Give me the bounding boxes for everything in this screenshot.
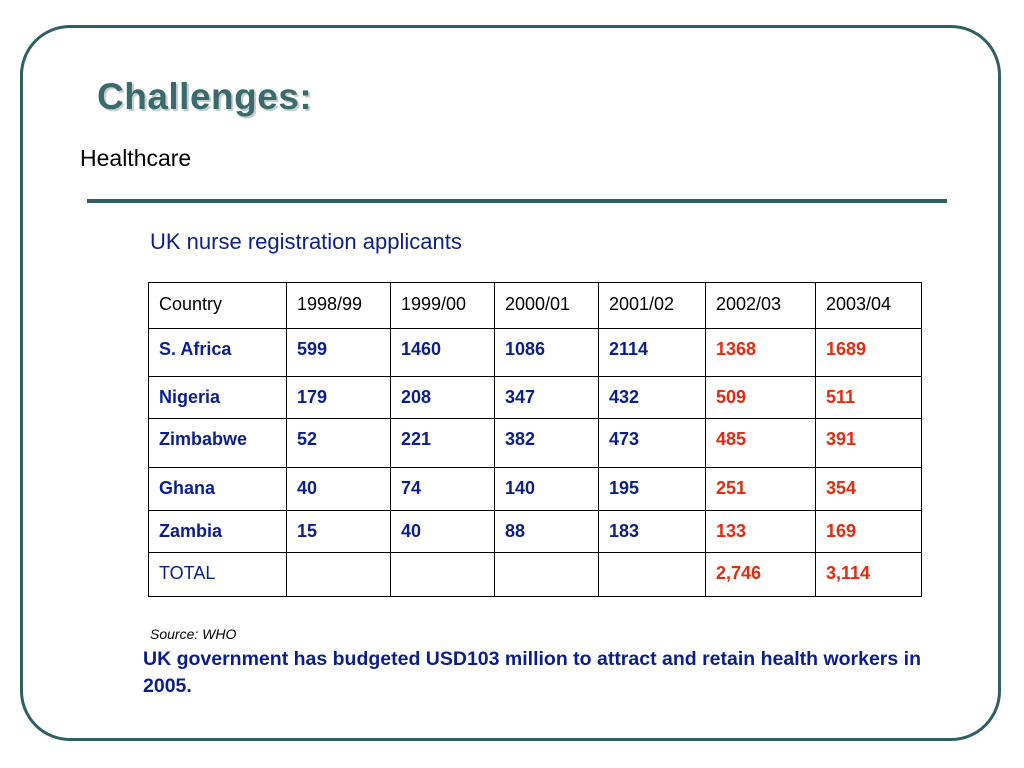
value-cell: 432 <box>598 376 706 419</box>
value-cell: 40 <box>390 510 495 553</box>
country-cell: S. Africa <box>148 328 287 377</box>
value-cell: 195 <box>598 467 706 511</box>
header-cell-2002-03: 2002/03 <box>705 282 816 329</box>
value-cell: 3,114 <box>815 552 922 597</box>
value-cell: 485 <box>705 418 816 468</box>
value-cell: 1368 <box>705 328 816 377</box>
table-row-s-africa: S. Africa 599 1460 1086 2114 1368 1689 <box>148 328 922 377</box>
table-row-ghana: Ghana 40 74 140 195 251 354 <box>148 467 922 511</box>
value-cell: 347 <box>494 376 599 419</box>
value-cell: 2114 <box>598 328 706 377</box>
value-cell: 221 <box>390 418 495 468</box>
value-cell: 133 <box>705 510 816 553</box>
value-cell: 473 <box>598 418 706 468</box>
value-cell: 511 <box>815 376 922 419</box>
value-cell: 2,746 <box>705 552 816 597</box>
value-cell: 74 <box>390 467 495 511</box>
value-cell <box>598 552 706 597</box>
value-cell: 183 <box>598 510 706 553</box>
table-header-row: Country 1998/99 1999/00 2000/01 2001/02 … <box>148 282 922 329</box>
table-row-total: TOTAL 2,746 3,114 <box>148 552 922 597</box>
source-note: Source: WHO <box>150 626 237 642</box>
value-cell: 169 <box>815 510 922 553</box>
value-cell: 52 <box>286 418 391 468</box>
value-cell: 208 <box>390 376 495 419</box>
value-cell: 88 <box>494 510 599 553</box>
country-cell: TOTAL <box>148 552 287 597</box>
value-cell: 382 <box>494 418 599 468</box>
slide-title: Challenges: <box>97 76 313 117</box>
slide-subtitle: Healthcare <box>80 145 192 171</box>
value-cell: 1086 <box>494 328 599 377</box>
value-cell <box>286 552 391 597</box>
header-cell-1998-99: 1998/99 <box>286 282 391 329</box>
divider-rule <box>87 199 947 203</box>
budget-note: UK government has budgeted USD103 millio… <box>143 648 921 697</box>
value-cell: 140 <box>494 467 599 511</box>
header-cell-country: Country <box>148 282 287 329</box>
country-cell: Zimbabwe <box>148 418 287 468</box>
table-row-nigeria: Nigeria 179 208 347 432 509 511 <box>148 376 922 419</box>
value-cell <box>390 552 495 597</box>
value-cell: 40 <box>286 467 391 511</box>
header-cell-2003-04: 2003/04 <box>815 282 922 329</box>
value-cell: 354 <box>815 467 922 511</box>
value-cell: 509 <box>705 376 816 419</box>
value-cell: 15 <box>286 510 391 553</box>
value-cell: 1689 <box>815 328 922 377</box>
table-row-zimbabwe: Zimbabwe 52 221 382 473 485 391 <box>148 418 922 468</box>
header-cell-1999-00: 1999/00 <box>390 282 495 329</box>
value-cell: 599 <box>286 328 391 377</box>
table-caption: UK nurse registration applicants <box>150 229 462 254</box>
value-cell: 391 <box>815 418 922 468</box>
header-cell-2001-02: 2001/02 <box>598 282 706 329</box>
country-cell: Ghana <box>148 467 287 511</box>
table-row-zambia: Zambia 15 40 88 183 133 169 <box>148 510 922 553</box>
applicants-table: Country 1998/99 1999/00 2000/01 2001/02 … <box>148 282 922 597</box>
value-cell: 179 <box>286 376 391 419</box>
value-cell: 251 <box>705 467 816 511</box>
country-cell: Nigeria <box>148 376 287 419</box>
value-cell: 1460 <box>390 328 495 377</box>
slide-frame <box>20 25 1001 741</box>
country-cell: Zambia <box>148 510 287 553</box>
header-cell-2000-01: 2000/01 <box>494 282 599 329</box>
value-cell <box>494 552 599 597</box>
